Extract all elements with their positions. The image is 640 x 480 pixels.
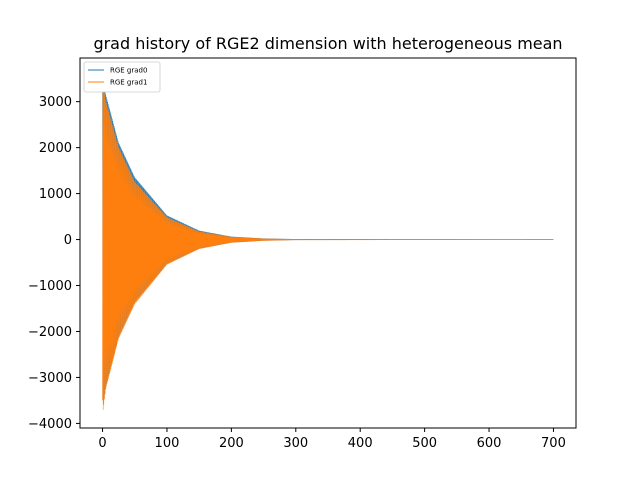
- y-tick-label: −2000: [28, 325, 72, 340]
- legend-label: RGE grad0: [110, 67, 147, 75]
- y-tick-label: 3000: [39, 95, 72, 110]
- y-tick-label: 1000: [39, 187, 72, 202]
- plot-frame: [79, 57, 577, 429]
- x-tick-label: 100: [155, 436, 180, 451]
- x-tick-label: 300: [283, 436, 308, 451]
- y-tick-label: 0: [64, 233, 72, 248]
- y-tick-label: −4000: [28, 417, 72, 432]
- x-tick-label: 600: [477, 436, 502, 451]
- legend-label: RGE grad1: [110, 79, 147, 87]
- y-tick-label: −1000: [28, 279, 72, 294]
- x-tick-label: 0: [98, 436, 106, 451]
- legend: RGE grad0 RGE grad1: [83, 61, 161, 93]
- y-tick-label: 2000: [39, 141, 72, 156]
- x-axis: 0 100 200 300 400 500 600 700: [98, 428, 566, 451]
- x-tick-label: 200: [219, 436, 244, 451]
- x-tick-label: 400: [348, 436, 373, 451]
- x-tick-label: 700: [541, 436, 566, 451]
- x-tick-label: 500: [412, 436, 437, 451]
- series-line-1: [102, 85, 554, 410]
- chart-title: grad history of RGE2 dimension with hete…: [93, 34, 562, 53]
- y-tick-label: −3000: [28, 371, 72, 386]
- y-axis: −4000 −3000 −2000 −1000 0 1000 2000 3000: [28, 95, 80, 432]
- series-layer: [102, 76, 554, 410]
